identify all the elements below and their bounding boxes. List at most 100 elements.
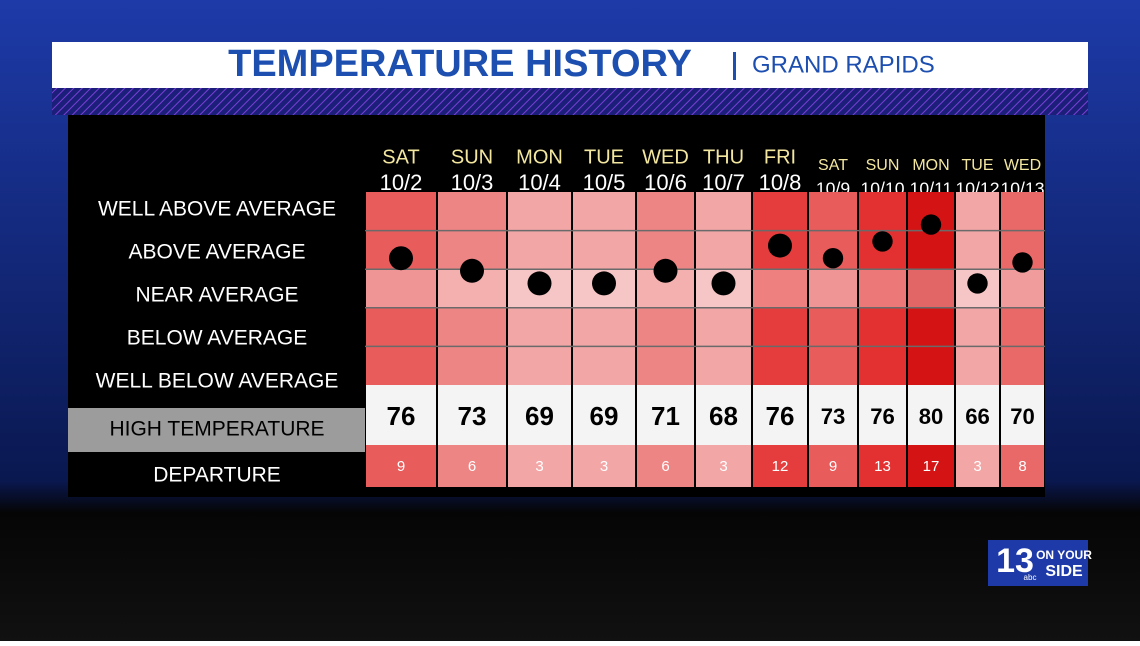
date-label: 10/4 bbox=[518, 170, 561, 195]
column-cell bbox=[438, 192, 506, 385]
departure-cell bbox=[438, 445, 506, 487]
high-cell bbox=[1001, 385, 1044, 445]
departure-value: 9 bbox=[397, 458, 405, 475]
high-value: 76 bbox=[766, 401, 795, 431]
departure-value: 6 bbox=[468, 458, 476, 475]
departure-value: 13 bbox=[874, 458, 891, 475]
date-label: 10/7 bbox=[702, 170, 745, 195]
departure-dot bbox=[389, 246, 413, 271]
day-label: THU bbox=[703, 146, 744, 168]
date-label: 10/6 bbox=[644, 170, 687, 195]
departure-value: 9 bbox=[829, 458, 837, 475]
date-label: 10/5 bbox=[583, 170, 626, 195]
divider bbox=[733, 52, 736, 80]
departure-cell bbox=[809, 445, 857, 487]
departure-cell bbox=[956, 445, 999, 487]
high-cell bbox=[366, 385, 436, 445]
logo: 13 ON YOUR SIDE abc bbox=[988, 540, 1092, 586]
near-band bbox=[753, 269, 807, 308]
departure-value: 3 bbox=[535, 458, 543, 475]
high-cell bbox=[956, 385, 999, 445]
near-band bbox=[1001, 269, 1044, 308]
column-cell bbox=[366, 192, 436, 385]
near-band bbox=[859, 269, 906, 308]
near-band bbox=[366, 269, 436, 308]
departure-dot bbox=[920, 214, 942, 235]
departure-cell bbox=[1001, 445, 1044, 487]
departure-dot bbox=[822, 248, 844, 269]
departure-cell bbox=[753, 445, 807, 487]
high-cell bbox=[809, 385, 857, 445]
departure-value: 17 bbox=[923, 458, 940, 475]
near-band bbox=[809, 269, 857, 308]
high-label-bg bbox=[68, 408, 365, 452]
departure-dot bbox=[653, 258, 678, 283]
date-label: 10/3 bbox=[451, 170, 494, 195]
high-value: 73 bbox=[458, 401, 487, 431]
column-cell bbox=[859, 192, 906, 385]
departure-value: 3 bbox=[719, 458, 727, 475]
departure-dot bbox=[1012, 252, 1033, 273]
high-cell bbox=[696, 385, 751, 445]
logo-number: 13 bbox=[996, 542, 1034, 580]
logo-text: SIDE bbox=[1045, 563, 1083, 580]
departure-dot bbox=[967, 273, 988, 294]
date-label: 10/8 bbox=[759, 170, 802, 195]
high-value: 69 bbox=[590, 401, 619, 431]
logo-network: abc bbox=[1024, 573, 1037, 582]
date-label: 10/2 bbox=[380, 170, 423, 195]
departure-cell bbox=[696, 445, 751, 487]
departure-dot bbox=[460, 258, 484, 283]
day-label: MON bbox=[912, 157, 949, 174]
row-label: DEPARTURE bbox=[153, 464, 281, 487]
title-bar bbox=[52, 42, 1088, 88]
high-cell bbox=[573, 385, 635, 445]
high-cell bbox=[637, 385, 694, 445]
departure-cell bbox=[859, 445, 906, 487]
departure-cell bbox=[637, 445, 694, 487]
row-label: BELOW AVERAGE bbox=[127, 327, 308, 350]
column-cell bbox=[637, 192, 694, 385]
high-value: 76 bbox=[387, 401, 416, 431]
departure-value: 3 bbox=[973, 458, 981, 475]
departure-dot bbox=[711, 271, 736, 296]
high-cell bbox=[508, 385, 571, 445]
departure-value: 3 bbox=[600, 458, 608, 475]
cells: WELL ABOVE AVERAGE ABOVE AVERAGE NEAR AVER… bbox=[96, 146, 1045, 487]
day-label: SUN bbox=[451, 146, 493, 168]
row-label: HIGH TEMPERATURE bbox=[109, 418, 324, 441]
high-value: 80 bbox=[919, 404, 944, 429]
logo-bg bbox=[988, 540, 1088, 586]
departure-dot bbox=[527, 271, 552, 296]
high-cell bbox=[859, 385, 906, 445]
row-label: NEAR AVERAGE bbox=[136, 284, 299, 307]
high-cell bbox=[908, 385, 954, 445]
day-label: WED bbox=[642, 146, 689, 168]
day-label: SAT bbox=[818, 157, 848, 174]
high-value: 71 bbox=[651, 401, 680, 431]
near-band bbox=[908, 269, 954, 308]
departure-cell bbox=[366, 445, 436, 487]
day-label: SAT bbox=[382, 146, 419, 168]
day-label: SUN bbox=[866, 157, 900, 174]
day-label: TUE bbox=[962, 157, 994, 174]
departure-dot bbox=[592, 271, 616, 296]
row-label: ABOVE AVERAGE bbox=[128, 241, 305, 264]
departure-cell bbox=[508, 445, 571, 487]
high-value: 76 bbox=[870, 404, 895, 429]
high-value: 70 bbox=[1010, 404, 1035, 429]
high-value: 73 bbox=[821, 404, 846, 429]
title: TEMPERATURE HISTORY bbox=[228, 43, 692, 85]
logo-text: ON YOUR bbox=[1036, 548, 1092, 562]
column-cell bbox=[809, 192, 857, 385]
day-label: FRI bbox=[764, 146, 796, 168]
departure-cell bbox=[908, 445, 954, 487]
day-label: MON bbox=[516, 146, 563, 168]
subtitle: GRAND RAPIDS bbox=[752, 51, 935, 78]
row-label: WELL BELOW AVERAGE bbox=[96, 370, 339, 393]
departure-value: 8 bbox=[1018, 458, 1026, 475]
high-value: 69 bbox=[525, 401, 554, 431]
high-value: 66 bbox=[965, 404, 990, 429]
departure-dot bbox=[768, 233, 792, 258]
